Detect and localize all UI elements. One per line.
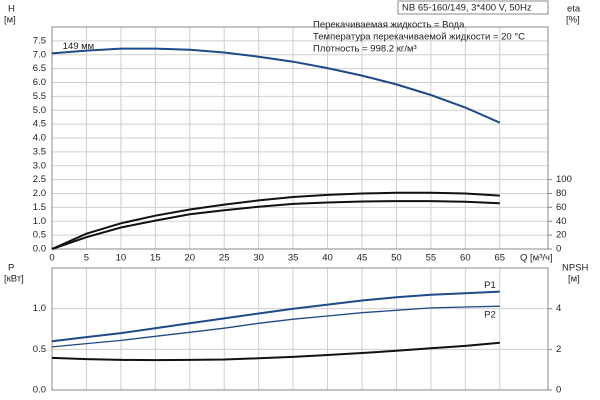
series-label: 149 мм: [63, 41, 95, 52]
title-box: [397, 0, 549, 15]
y-tick-label: 4.0: [33, 133, 46, 144]
y-tick-label: 3.5: [33, 146, 46, 157]
y-tick-label: 1.0: [33, 303, 46, 314]
y-tick-label: 0.0: [33, 385, 46, 396]
curve: [51, 191, 500, 250]
x-tick-label: 10: [116, 253, 127, 264]
x-tick-label: 60: [460, 253, 471, 264]
curve: [51, 290, 500, 343]
y2-tick-label: 0: [556, 385, 561, 396]
x-tick-label: 20: [184, 253, 195, 264]
curve: [51, 341, 500, 362]
annotation: Плотность = 998.2 кг/м³: [313, 44, 417, 55]
y2-tick-label: 0: [556, 244, 561, 255]
y2-tick-label: 60: [556, 202, 567, 213]
y2-tick-label: 40: [556, 216, 567, 227]
x-tick-label: 50: [391, 253, 402, 264]
y-tick-label: 6.5: [33, 63, 46, 74]
y2-tick-label: 80: [556, 188, 567, 199]
y-tick-label: 4.5: [33, 119, 46, 130]
x-tick-label: 40: [322, 253, 333, 264]
y-tick-label: 2.5: [33, 174, 46, 185]
x-tick-label: 0: [49, 253, 54, 264]
curve: [51, 47, 501, 124]
plot-frame: [51, 26, 549, 250]
curve: [51, 305, 500, 348]
y2-axis-unit: [%]: [566, 15, 580, 26]
x-tick-label: 25: [219, 253, 230, 264]
y2-axis-label: eta: [567, 4, 581, 15]
y-tick-label: 5.0: [33, 105, 46, 116]
y-tick-label: 0.5: [33, 344, 46, 355]
y2-tick-label: 2: [556, 344, 561, 355]
y-axis-unit: [кВт]: [4, 274, 24, 285]
y-tick-label: 6.0: [33, 77, 46, 88]
y-tick-label: 0.0: [33, 244, 46, 255]
series-label: P2: [484, 310, 496, 321]
y-tick-label: 7.5: [33, 35, 46, 46]
y-tick-label: 1.5: [33, 202, 46, 213]
x-axis-label: Q [м³/ч]: [520, 253, 553, 264]
y2-tick-label: 20: [556, 230, 567, 241]
chart-title: NB 65-160/149, 3*400 V, 50Hz: [402, 3, 532, 14]
x-tick-label: 15: [150, 253, 161, 264]
y-axis-label: P: [8, 263, 14, 274]
y-tick-label: 0.5: [33, 230, 46, 241]
y-axis-label: H: [8, 4, 15, 15]
annotation: Перекачиваемая жидкость = Вода: [313, 20, 465, 31]
y2-tick-label: 100: [556, 174, 572, 185]
curve: [51, 200, 500, 250]
x-tick-label: 35: [288, 253, 299, 264]
y-tick-label: 7.0: [33, 49, 46, 60]
x-tick-label: 65: [494, 253, 505, 264]
y-tick-label: 3.0: [33, 160, 46, 171]
plot-frame: [51, 267, 549, 391]
y-tick-label: 1.0: [33, 216, 46, 227]
y2-tick-label: 4: [556, 303, 561, 314]
y-tick-label: 5.5: [33, 91, 46, 102]
y2-axis-label: NPSH: [562, 263, 589, 274]
series-label: P1: [484, 280, 496, 291]
y-axis-unit: [м]: [4, 15, 16, 26]
y2-axis-unit: [м]: [568, 274, 580, 285]
x-tick-label: 5: [84, 253, 89, 264]
y-tick-label: 2.0: [33, 188, 46, 199]
annotation: Температура перекачиваемой жидкости = 20…: [313, 32, 525, 43]
x-tick-label: 45: [357, 253, 368, 264]
x-tick-label: 55: [426, 253, 437, 264]
x-tick-label: 30: [253, 253, 264, 264]
